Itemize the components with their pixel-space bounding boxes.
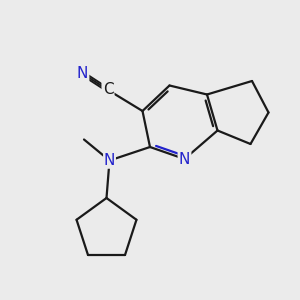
Text: N: N	[104, 153, 115, 168]
Text: N: N	[77, 66, 88, 81]
Text: C: C	[103, 82, 113, 98]
Text: N: N	[179, 152, 190, 166]
